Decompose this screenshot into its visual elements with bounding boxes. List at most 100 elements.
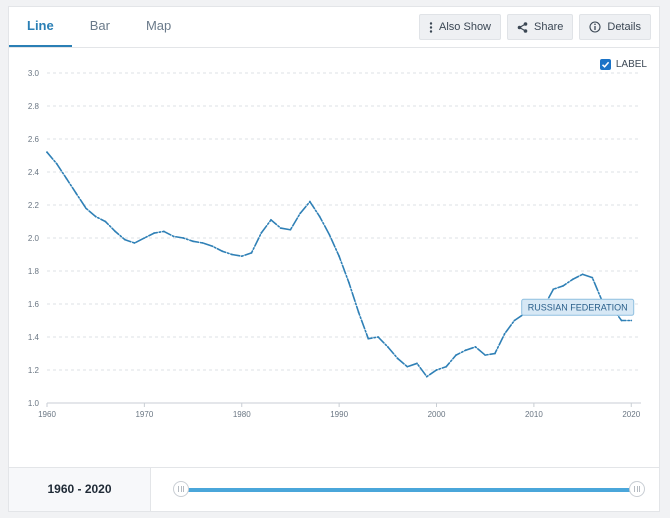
data-point	[620, 319, 623, 322]
share-button[interactable]: Share	[507, 14, 574, 40]
info-icon	[589, 21, 601, 33]
y-tick-label: 1.0	[28, 399, 40, 408]
data-point	[347, 281, 350, 284]
y-tick-label: 1.4	[28, 333, 40, 342]
data-point	[406, 365, 409, 368]
series-label-text: RUSSIAN FEDERATION	[528, 302, 628, 312]
x-tick-label: 1990	[330, 410, 348, 419]
x-tick-label: 2000	[428, 410, 446, 419]
data-point	[114, 230, 117, 233]
time-range-footer: 1960 - 2020	[9, 467, 659, 511]
chart-panel: Line Bar Map Also Show Share Details	[8, 6, 660, 512]
data-point	[162, 230, 165, 233]
data-point	[46, 151, 48, 154]
data-point	[425, 375, 428, 378]
toolbar: Also Show Share Details	[419, 14, 651, 40]
grid-lines	[47, 72, 641, 371]
share-icon	[517, 21, 528, 33]
data-point	[250, 251, 253, 254]
checkbox-checked-icon[interactable]	[599, 59, 611, 70]
grip-icon	[634, 486, 640, 492]
data-point	[464, 349, 467, 352]
y-tick-label: 2.6	[28, 135, 40, 144]
y-tick-label: 2.8	[28, 102, 40, 111]
data-point	[309, 200, 311, 203]
data-point	[630, 319, 633, 322]
details-button[interactable]: Details	[579, 14, 651, 40]
data-point	[494, 352, 496, 355]
x-tick-label: 1980	[233, 410, 251, 419]
y-tick-label: 2.4	[28, 168, 40, 177]
x-tick-label: 1960	[38, 410, 56, 419]
data-point	[279, 227, 282, 230]
tab-divider	[9, 47, 659, 48]
chart-area: 1.0 1.2 1.4 1.6 1.8 2.0 2.2 2.4 2.6 2.8 3.0 1960 19…	[9, 48, 659, 466]
data-point	[581, 273, 584, 276]
data-point	[143, 237, 146, 239]
data-point	[201, 242, 204, 244]
data-point	[85, 207, 87, 210]
data-point	[562, 284, 564, 287]
details-label: Details	[607, 21, 641, 33]
range-slider-track[interactable]	[181, 488, 637, 492]
data-point	[104, 220, 107, 223]
data-point	[503, 332, 506, 335]
series-line-russian-federation	[46, 151, 633, 378]
x-tick-label: 1970	[135, 410, 153, 419]
label-toggle-text: LABEL	[615, 59, 647, 70]
tab-map[interactable]: Map	[145, 18, 172, 33]
grip-icon	[178, 486, 184, 492]
tab-bar[interactable]: Bar	[89, 18, 110, 33]
range-start-handle[interactable]	[173, 481, 189, 497]
data-point	[513, 319, 516, 322]
tab-line[interactable]: Line	[9, 7, 72, 47]
x-tick-label: 2010	[525, 410, 543, 419]
data-point	[221, 250, 224, 253]
data-point	[318, 215, 321, 218]
data-point	[270, 218, 272, 221]
data-point	[386, 346, 389, 348]
data-point	[172, 235, 175, 238]
y-tick-label: 2.2	[28, 201, 40, 210]
y-tick-label: 1.6	[28, 300, 40, 309]
x-axis-ticks: 1960 1970 1980 1990 2000 2010 2020	[38, 403, 641, 419]
also-show-label: Also Show	[439, 21, 492, 33]
data-point	[435, 369, 438, 371]
also-show-button[interactable]: Also Show	[419, 14, 502, 40]
data-point	[552, 288, 555, 291]
data-point	[55, 162, 58, 165]
x-tick-label: 2020	[622, 410, 640, 419]
data-point	[182, 237, 185, 239]
data-point	[416, 362, 418, 365]
line-chart: 1.01.21.41.61.82.02.22.42.62.83.0 1960 19…	[28, 69, 641, 419]
data-point	[474, 346, 477, 348]
data-point	[153, 232, 156, 234]
view-tabs: Line Bar Map	[9, 7, 189, 47]
y-tick-label: 1.2	[28, 366, 40, 375]
more-vertical-icon	[429, 21, 433, 33]
data-point	[591, 276, 594, 279]
data-point	[260, 232, 263, 234]
range-display: 1960 - 2020	[9, 468, 151, 511]
y-tick-label: 2.0	[28, 234, 40, 243]
data-point	[124, 238, 126, 241]
data-point	[571, 278, 574, 281]
y-tick-label: 3.0	[28, 69, 40, 78]
data-point	[338, 255, 341, 258]
data-point	[396, 357, 399, 360]
y-tick-label: 1.8	[28, 267, 40, 276]
label-toggle[interactable]: LABEL	[599, 59, 647, 70]
data-point	[484, 354, 487, 357]
share-label: Share	[534, 21, 564, 33]
data-point	[192, 240, 194, 243]
data-points	[46, 151, 633, 378]
data-point	[455, 354, 457, 357]
data-point	[357, 311, 360, 314]
data-point	[94, 215, 97, 218]
data-point	[445, 365, 448, 368]
data-point	[65, 177, 68, 180]
data-point	[377, 336, 379, 338]
data-point	[133, 242, 136, 244]
range-end-handle[interactable]	[629, 481, 645, 497]
data-point	[231, 253, 233, 256]
